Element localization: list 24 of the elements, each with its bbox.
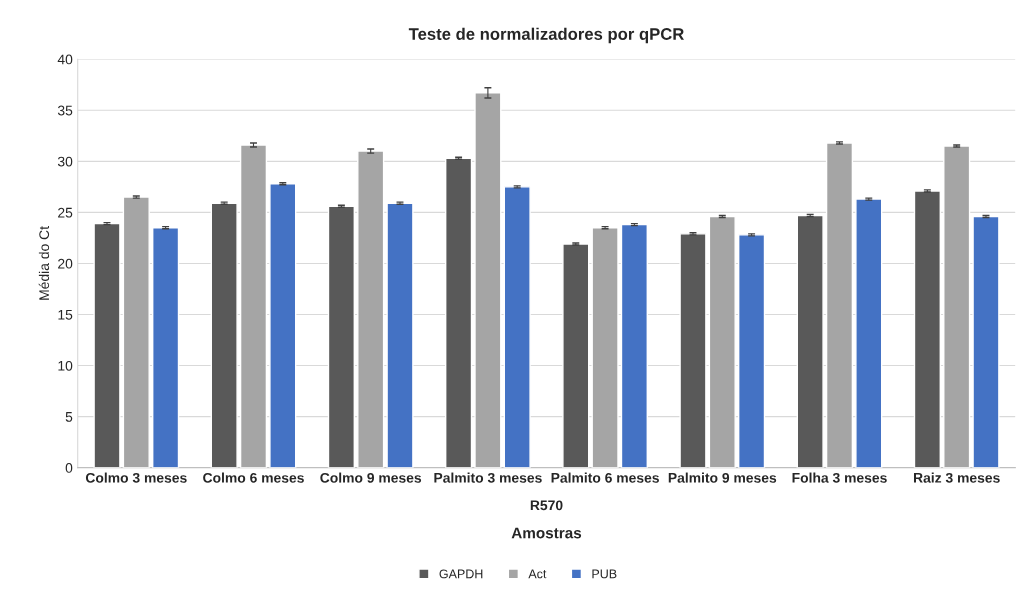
x-tick-label: Colmo 9 meses (320, 472, 422, 483)
y-tick-label: 30 (57, 156, 73, 167)
legend-label: PUB (592, 569, 617, 579)
x-tick-label: Palmito 9 meses (668, 472, 777, 483)
y-tick-label: 10 (58, 360, 73, 371)
legend-label: Act (528, 569, 547, 579)
x-tick-label: Folha 3 meses (792, 472, 887, 483)
x-tick-label: Colmo 6 meses (203, 472, 304, 483)
chart-title: Teste de normalizadores por qPCR (408, 27, 684, 44)
y-tick-label: 0 (65, 463, 73, 473)
y-tick-label: 5 (65, 412, 73, 422)
x-axis-title: Amostras (511, 527, 582, 539)
y-tick-label: 35 (57, 105, 73, 116)
text: R570 (530, 500, 563, 511)
legend-label: GAPDH (439, 569, 483, 579)
x-tick-label: Palmito 6 meses (551, 472, 659, 483)
y-axis-title: Média do Ct (38, 226, 50, 300)
y-tick-label: 40 (57, 54, 73, 65)
x-tick-label: Palmito 3 meses (434, 472, 542, 483)
y-tick-label: 15 (58, 309, 73, 320)
y-tick-label: 20 (58, 258, 73, 269)
x-tick-label: Colmo 3 meses (85, 472, 187, 483)
y-tick-label: 25 (58, 207, 73, 218)
x-tick-label: Raiz 3 meses (913, 472, 1000, 483)
